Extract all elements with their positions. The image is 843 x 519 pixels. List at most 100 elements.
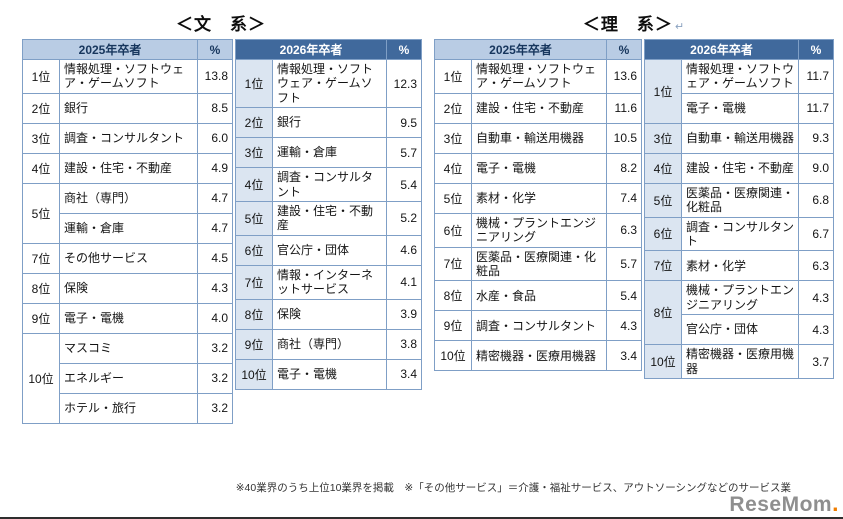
percent-cell: 4.1 — [386, 264, 422, 300]
resemom-logo-text: ReseMom — [729, 493, 833, 516]
percent-cell: 6.0 — [197, 122, 233, 154]
table-header-row: 2025年卒者 % — [434, 39, 642, 60]
rank-cell: 9位 — [235, 328, 273, 360]
industry-cell: ホテル・旅行 — [59, 392, 198, 424]
industry-cell: 商社（専門） — [272, 328, 387, 360]
table-row: 3位 調査・コンサルタント 6.0 — [22, 122, 233, 154]
industry-cell: エネルギー — [59, 362, 198, 394]
header-percent-label: % — [798, 39, 834, 60]
rank-cell: 8位 — [644, 280, 682, 346]
industry-cell: マスコミ — [59, 332, 198, 364]
percent-cell: 8.5 — [197, 92, 233, 124]
industry-cell: 調査・コンサルタント — [681, 216, 799, 252]
section-title-text: ＜理 系＞ — [582, 15, 673, 34]
percent-cell: 11.7 — [798, 59, 834, 94]
industry-cell: 電子・電機 — [272, 358, 387, 390]
rank-cell: 10位 — [434, 340, 472, 372]
percent-cell: 13.6 — [606, 59, 642, 94]
section-title-humanities: ＜文 系＞ — [22, 10, 422, 34]
industry-cell: 精密機器・医療用機器 — [681, 344, 799, 379]
section-sciences: ＜理 系＞ ↵ 2025年卒者 % 1位 情報処理・ソフトウェア・ゲームソフト 13.… — [434, 6, 834, 424]
rank-cell: 6位 — [235, 234, 273, 266]
table-row: 7位 その他サービス 4.5 — [22, 242, 233, 274]
industry-cell: 情報・インターネットサービス — [272, 264, 387, 300]
rank-cell: 4位 — [22, 152, 60, 184]
percent-cell: 4.3 — [798, 280, 834, 316]
percent-cell: 3.8 — [386, 328, 422, 360]
table-row: 5位 商社（専門） 4.7 — [22, 182, 233, 244]
industry-cell: 機械・プラントエンジニアリング — [681, 280, 799, 316]
percent-cell: 3.4 — [606, 340, 642, 372]
rank-cell: 8位 — [235, 298, 273, 330]
table-row: 7位 素材・化学 6.3 — [644, 250, 834, 282]
header-year-label: 2025年卒者 — [22, 39, 198, 60]
rank-cell: 4位 — [644, 152, 682, 184]
industry-cell: 調査・コンサルタント — [272, 167, 387, 202]
table-row: 6位 機械・プラントエンジニアリング 6.3 — [434, 212, 642, 248]
industry-cell: 官公庁・団体 — [681, 314, 799, 346]
rank-cell: 9位 — [22, 302, 60, 334]
tables-sciences: 2025年卒者 % 1位 情報処理・ソフトウェア・ゲームソフト 13.6 2位 建設・住… — [434, 39, 834, 379]
table-row: 10位 電子・電機 3.4 — [235, 358, 422, 390]
industry-cell: 情報処理・ソフトウェア・ゲームソフト — [471, 59, 607, 94]
industry-cell: 素材・化学 — [471, 182, 607, 214]
rank-cell: 7位 — [434, 246, 472, 282]
industry-cell: 運輸・倉庫 — [272, 137, 387, 169]
rank-cell: 4位 — [235, 167, 273, 202]
percent-cell: 8.2 — [606, 152, 642, 184]
section-title-sciences: ＜理 系＞ ↵ — [434, 10, 834, 34]
table-row: 7位 情報・インターネットサービス 4.1 — [235, 264, 422, 300]
industry-cell: 医薬品・医療関連・化粧品 — [681, 182, 799, 218]
header-year-label: 2026年卒者 — [235, 39, 387, 60]
rank-cell: 3位 — [644, 122, 682, 154]
table-row: 9位 商社（専門） 3.8 — [235, 328, 422, 360]
table-header-row: 2026年卒者 % — [644, 39, 834, 60]
sections-container: ＜文 系＞ 2025年卒者 % 1位 情報処理・ソフトウェア・ゲームソフト 13.8… — [22, 6, 834, 424]
percent-cell: 9.3 — [798, 122, 834, 154]
percent-cell: 3.2 — [197, 392, 233, 424]
percent-cell: 4.5 — [197, 242, 233, 274]
percent-cell: 13.8 — [197, 59, 233, 94]
table-row: 5位 医薬品・医療関連・化粧品 6.8 — [644, 182, 834, 218]
rank-cell: 1位 — [644, 59, 682, 124]
rank-cell: 6位 — [644, 216, 682, 252]
rank-cell: 8位 — [434, 280, 472, 312]
table-row: 10位 マスコミ 3.2 — [22, 332, 233, 424]
table-row: 10位 精密機器・医療用機器 3.4 — [434, 340, 642, 372]
industry-cell: 建設・住宅・不動産 — [272, 200, 387, 236]
table-row: 4位 建設・住宅・不動産 4.9 — [22, 152, 233, 184]
industry-cell: 電子・電機 — [681, 92, 799, 124]
industry-cell: 自動車・輸送用機器 — [681, 122, 799, 154]
table-row: 3位 自動車・輸送用機器 9.3 — [644, 122, 834, 154]
table-row: 9位 調査・コンサルタント 4.3 — [434, 310, 642, 342]
percent-cell: 5.7 — [386, 137, 422, 169]
percent-cell: 5.4 — [606, 280, 642, 312]
percent-cell: 9.0 — [798, 152, 834, 184]
percent-cell: 7.4 — [606, 182, 642, 214]
percent-cell: 4.3 — [606, 310, 642, 342]
percent-cell: 11.7 — [798, 92, 834, 124]
industry-cell: 電子・電機 — [59, 302, 198, 334]
industry-cell: 電子・電機 — [471, 152, 607, 184]
header-percent-label: % — [197, 39, 233, 60]
rank-cell: 3位 — [434, 122, 472, 154]
table-row: 6位 官公庁・団体 4.6 — [235, 234, 422, 266]
section-title-text: ＜文 系＞ — [176, 15, 266, 34]
industry-cell: 建設・住宅・不動産 — [59, 152, 198, 184]
percent-cell: 9.5 — [386, 107, 422, 139]
table-row: 1位 情報処理・ソフトウェア・ゲームソフト 11.7 — [644, 59, 834, 124]
table-row: 4位 調査・コンサルタント 5.4 — [235, 167, 422, 202]
rank-cell: 7位 — [22, 242, 60, 274]
table-row: 3位 運輸・倉庫 5.7 — [235, 137, 422, 169]
table-row: 10位 精密機器・医療用機器 3.7 — [644, 344, 834, 379]
header-percent-label: % — [386, 39, 422, 60]
rank-cell: 5位 — [235, 200, 273, 236]
industry-cell: 情報処理・ソフトウェア・ゲームソフト — [681, 59, 799, 94]
rank-cell: 7位 — [235, 264, 273, 300]
table-row: 5位 素材・化学 7.4 — [434, 182, 642, 214]
industry-cell: 水産・食品 — [471, 280, 607, 312]
table-row: 電子・電機 11.7 — [645, 92, 834, 124]
table-row: 運輸・倉庫 4.7 — [23, 212, 233, 244]
rank-cell: 2位 — [434, 92, 472, 124]
